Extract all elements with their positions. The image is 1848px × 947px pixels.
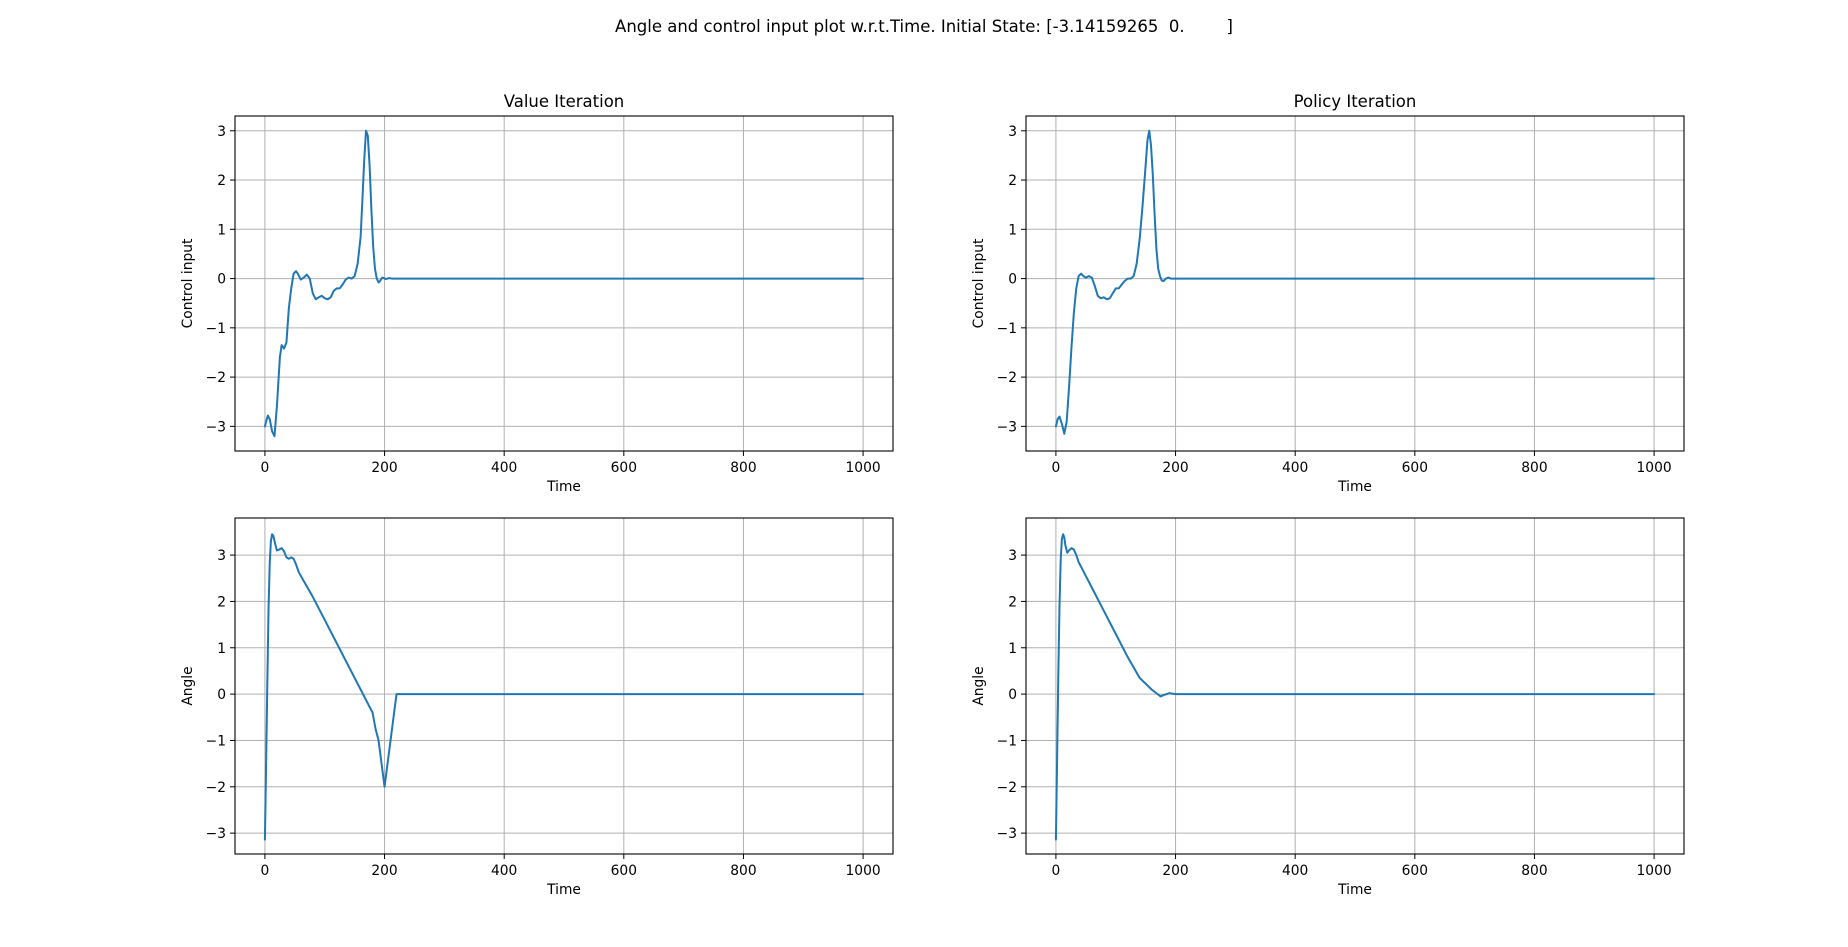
- x-tick-label: 400: [1282, 460, 1308, 476]
- x-tick-label: 1000: [1637, 460, 1672, 476]
- y-tick-label: 1: [1008, 222, 1017, 238]
- x-tick-label: 0: [1052, 460, 1061, 476]
- y-tick-label: −3: [997, 826, 1017, 842]
- y-tick-label: −1: [997, 321, 1017, 337]
- x-tick-label: 0: [261, 863, 270, 879]
- x-tick-label: 600: [611, 460, 637, 476]
- x-axis-label: Time: [546, 479, 581, 495]
- y-tick-label: 1: [217, 222, 226, 238]
- x-axis-label: Time: [1337, 882, 1372, 898]
- y-tick-label: 3: [217, 124, 226, 140]
- y-tick-label: 1: [1008, 641, 1017, 657]
- x-tick-label: 200: [371, 460, 397, 476]
- x-tick-label: 200: [1162, 863, 1188, 879]
- x-tick-label: 600: [1402, 460, 1428, 476]
- x-tick-label: 800: [1521, 460, 1547, 476]
- y-tick-label: −3: [997, 419, 1017, 435]
- series-line: [1054, 129, 1656, 435]
- x-tick-label: 1000: [846, 460, 881, 476]
- y-tick-label: −2: [997, 780, 1017, 796]
- x-tick-label: 200: [371, 863, 397, 879]
- y-tick-label: 0: [217, 272, 226, 288]
- y-tick-label: 1: [217, 641, 226, 657]
- x-tick-label: 200: [1162, 460, 1188, 476]
- series-line: [263, 533, 865, 841]
- y-tick-label: 2: [217, 594, 226, 610]
- y-tick-label: 0: [217, 687, 226, 703]
- x-tick-label: 1000: [1637, 863, 1672, 879]
- axes-frame: [234, 115, 894, 452]
- y-axis-label: Control input: [180, 238, 196, 328]
- y-axis-label: Control input: [971, 238, 987, 328]
- x-tick-label: 400: [491, 460, 517, 476]
- y-tick-label: 3: [217, 548, 226, 564]
- subplot-title: Policy Iteration: [1294, 92, 1417, 111]
- x-tick-label: 600: [1402, 863, 1428, 879]
- x-tick-label: 600: [611, 863, 637, 879]
- subplot-value-iteration-control: 0 200 400 600 800 1000 −3 −2 −1 0 1 2 3 Value Iterati…: [180, 92, 894, 495]
- y-tick-label: 3: [1008, 548, 1017, 564]
- y-tick-label: −2: [206, 780, 226, 796]
- y-tick-label: −3: [206, 826, 226, 842]
- y-tick-label: 2: [1008, 594, 1017, 610]
- figure-suptitle: Angle and control input plot w.r.t.Time.…: [615, 17, 1233, 36]
- subplot-value-iteration-angle: 0 200 400 600 800 1000 −3 −2 −1 0 1 2 3 Time Angle: [180, 517, 894, 898]
- y-tick-label: 0: [1008, 272, 1017, 288]
- y-tick-label: 3: [1008, 124, 1017, 140]
- subplot-policy-iteration-control: 0 200 400 600 800 1000 −3 −2 −1 0 1 2 3 Policy Iterat…: [971, 92, 1685, 495]
- x-tick-label: 0: [1052, 863, 1061, 879]
- y-axis-label: Angle: [971, 666, 987, 705]
- y-tick-label: −2: [997, 370, 1017, 386]
- y-axis-label: Angle: [180, 666, 196, 705]
- series-line: [1054, 533, 1656, 841]
- x-axis-label: Time: [1337, 479, 1372, 495]
- x-tick-label: 800: [1521, 863, 1547, 879]
- y-tick-label: −1: [206, 733, 226, 749]
- axes-frame: [234, 517, 894, 855]
- series-line: [263, 129, 865, 438]
- y-tick-label: −2: [206, 370, 226, 386]
- subplot-policy-iteration-angle: 0 200 400 600 800 1000 −3 −2 −1 0 1 2 3 Time Angle: [971, 517, 1685, 898]
- y-tick-label: −3: [206, 419, 226, 435]
- y-tick-label: −1: [997, 733, 1017, 749]
- y-tick-label: 0: [1008, 687, 1017, 703]
- x-tick-label: 800: [730, 460, 756, 476]
- subplot-title: Value Iteration: [504, 92, 625, 111]
- x-axis-label: Time: [546, 882, 581, 898]
- x-tick-label: 400: [1282, 863, 1308, 879]
- x-tick-label: 800: [730, 863, 756, 879]
- x-tick-label: 1000: [846, 863, 881, 879]
- y-tick-label: 2: [1008, 173, 1017, 189]
- x-tick-label: 0: [261, 460, 270, 476]
- axes-frame: [1025, 115, 1685, 452]
- x-tick-label: 400: [491, 863, 517, 879]
- axes-frame: [1025, 517, 1685, 855]
- y-tick-label: −1: [206, 321, 226, 337]
- y-tick-label: 2: [217, 173, 226, 189]
